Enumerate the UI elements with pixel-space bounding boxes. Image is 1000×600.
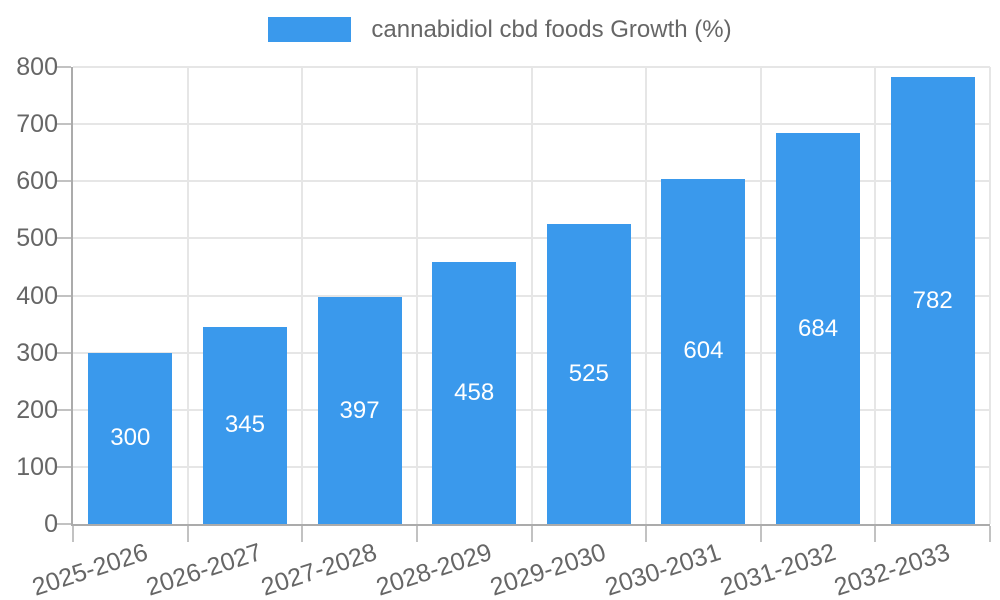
- bar-value-label: 458: [454, 379, 495, 407]
- y-axis-line: [71, 67, 73, 526]
- x-gridline: [645, 67, 648, 524]
- x-axis-tick: [186, 526, 189, 542]
- y-axis-tick: [55, 294, 71, 297]
- x-tick-label: 2026-2027: [143, 538, 266, 600]
- y-axis-tick: [55, 465, 71, 468]
- y-tick-label: 0: [44, 510, 58, 538]
- x-tick-label: 2031-2032: [716, 538, 839, 600]
- bar[interactable]: 782: [890, 77, 975, 524]
- y-axis-tick: [55, 66, 71, 68]
- x-gridline: [186, 67, 189, 524]
- bar-value-label: 684: [798, 314, 839, 342]
- x-gridline: [530, 67, 533, 524]
- bar[interactable]: 300: [88, 352, 173, 524]
- y-tick-label: 500: [16, 224, 58, 253]
- x-gridline: [301, 67, 304, 524]
- x-tick-label: 2028-2029: [372, 538, 495, 600]
- x-gridline: [989, 67, 991, 524]
- y-tick-label: 400: [16, 281, 58, 310]
- x-tick-label: 2025-2026: [28, 538, 151, 600]
- x-axis-tick: [72, 526, 74, 542]
- y-axis-tick: [55, 351, 71, 354]
- legend-item[interactable]: cannabidiol cbd foods Growth (%): [268, 16, 732, 43]
- bar[interactable]: 525: [546, 224, 631, 524]
- y-axis-tick: [55, 523, 71, 525]
- bar[interactable]: 345: [202, 326, 287, 524]
- bar[interactable]: 458: [432, 262, 517, 524]
- y-axis-tick: [55, 123, 71, 126]
- y-tick-label: 600: [16, 167, 58, 196]
- bar[interactable]: 684: [776, 133, 861, 524]
- x-tick-label: 2030-2031: [601, 538, 725, 600]
- x-tick-label: 2027-2028: [257, 538, 381, 600]
- x-tick-label: 2032-2033: [830, 538, 954, 600]
- x-axis-tick: [645, 526, 648, 542]
- bar[interactable]: 397: [317, 297, 402, 524]
- y-tick-label: 100: [16, 452, 58, 481]
- x-gridline: [759, 67, 762, 524]
- bar-value-label: 300: [110, 424, 151, 452]
- x-axis-line: [71, 524, 990, 526]
- y-tick-label: 300: [16, 338, 58, 367]
- x-axis-tick: [415, 526, 418, 542]
- x-axis-tick: [301, 526, 304, 542]
- legend-series-label: cannabidiol cbd foods Growth (%): [371, 16, 732, 43]
- bar-value-label: 345: [224, 411, 265, 439]
- legend: cannabidiol cbd foods Growth (%): [0, 17, 1000, 42]
- y-tick-label: 700: [16, 110, 58, 139]
- bar-value-label: 397: [339, 396, 380, 424]
- x-tick-label: 2029-2030: [487, 538, 610, 600]
- y-tick-label: 200: [16, 395, 58, 424]
- legend-swatch: [268, 17, 352, 42]
- bar[interactable]: 604: [661, 178, 746, 524]
- y-axis-tick: [55, 408, 71, 411]
- y-tick-label: 800: [16, 53, 58, 81]
- bar-value-label: 604: [683, 337, 724, 365]
- bar-value-label: 782: [912, 286, 953, 314]
- x-axis-tick: [874, 526, 877, 542]
- x-gridline: [874, 67, 877, 524]
- y-axis-tick: [55, 237, 71, 240]
- plot-area: 0 100 200 300 400 500 600 700 800 300 2025-2026 345…: [16, 53, 991, 600]
- x-axis-tick: [759, 526, 762, 542]
- y-axis-tick: [55, 180, 71, 183]
- x-axis-tick: [989, 526, 991, 542]
- bar-value-label: 525: [568, 360, 609, 388]
- x-gridline: [415, 67, 418, 524]
- x-axis-tick: [530, 526, 533, 542]
